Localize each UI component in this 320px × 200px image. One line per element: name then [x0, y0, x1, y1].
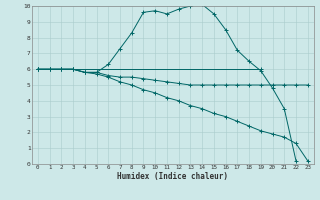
X-axis label: Humidex (Indice chaleur): Humidex (Indice chaleur) — [117, 172, 228, 181]
